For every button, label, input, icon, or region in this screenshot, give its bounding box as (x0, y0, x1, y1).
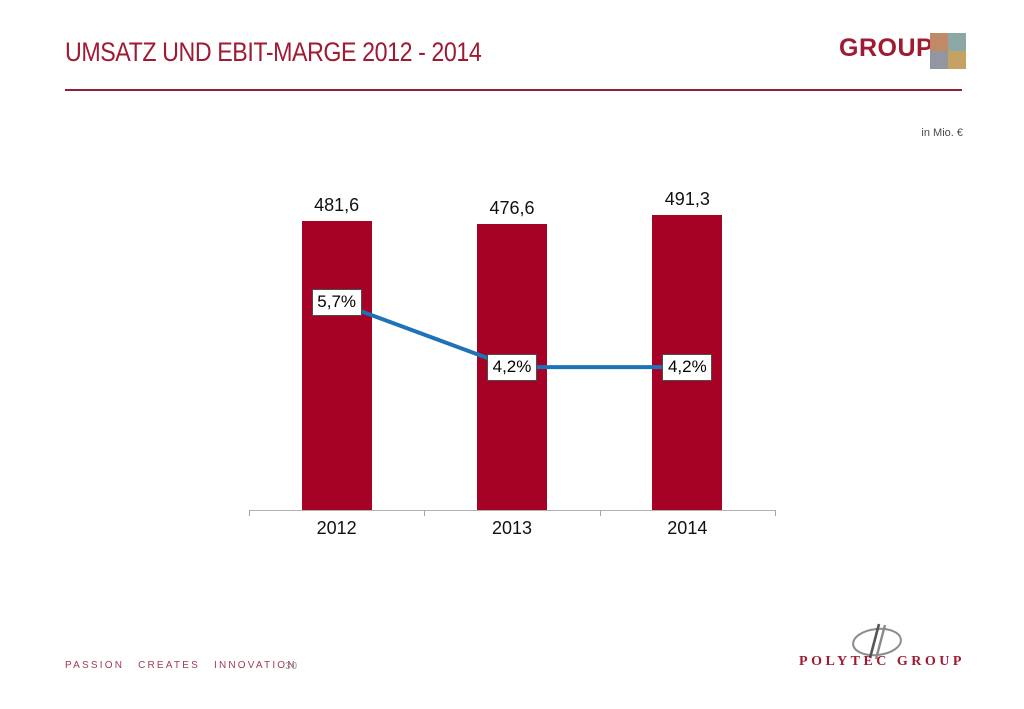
category-label-2012: 2012 (316, 518, 357, 538)
ebit-label-2012: 5,7% (311, 288, 362, 316)
category-label-2013: 2013 (491, 518, 533, 538)
bar-2012 (301, 221, 372, 510)
ebit-label-2014: 4,2% (662, 353, 713, 381)
bar-value-2012: 481,6 (314, 195, 360, 216)
polytec-group-wordmark: POLYTEC GROUP (799, 654, 965, 669)
logo-square-top-right (948, 33, 966, 51)
group-logo-squares-icon (930, 33, 966, 69)
page-title: UMSATZ UND EBIT-MARGE 2012 - 2014 (65, 37, 482, 67)
category-label-2014: 2014 (667, 518, 708, 538)
header-divider (65, 89, 962, 91)
x-axis-tick (599, 510, 601, 516)
logo-square-bottom-left (930, 51, 948, 69)
x-axis-tick (424, 510, 426, 516)
group-wordmark: GROUP (839, 34, 934, 62)
page-number: 30 (285, 661, 299, 672)
x-axis-tick (249, 510, 250, 516)
footer-tagline: PASSION CREATES INNOVATION (65, 660, 297, 671)
polytec-emblem-icon (852, 623, 902, 660)
bar-value-2013: 476,6 (489, 198, 535, 219)
logo-square-top-left (930, 33, 948, 51)
unit-note: in Mio. € (921, 127, 963, 139)
x-axis-line (249, 510, 775, 511)
logo-square-bottom-right (948, 51, 966, 69)
bar-value-2014: 491,3 (664, 189, 710, 210)
ebit-label-2013: 4,2% (487, 353, 537, 381)
x-axis-tick (775, 510, 776, 516)
